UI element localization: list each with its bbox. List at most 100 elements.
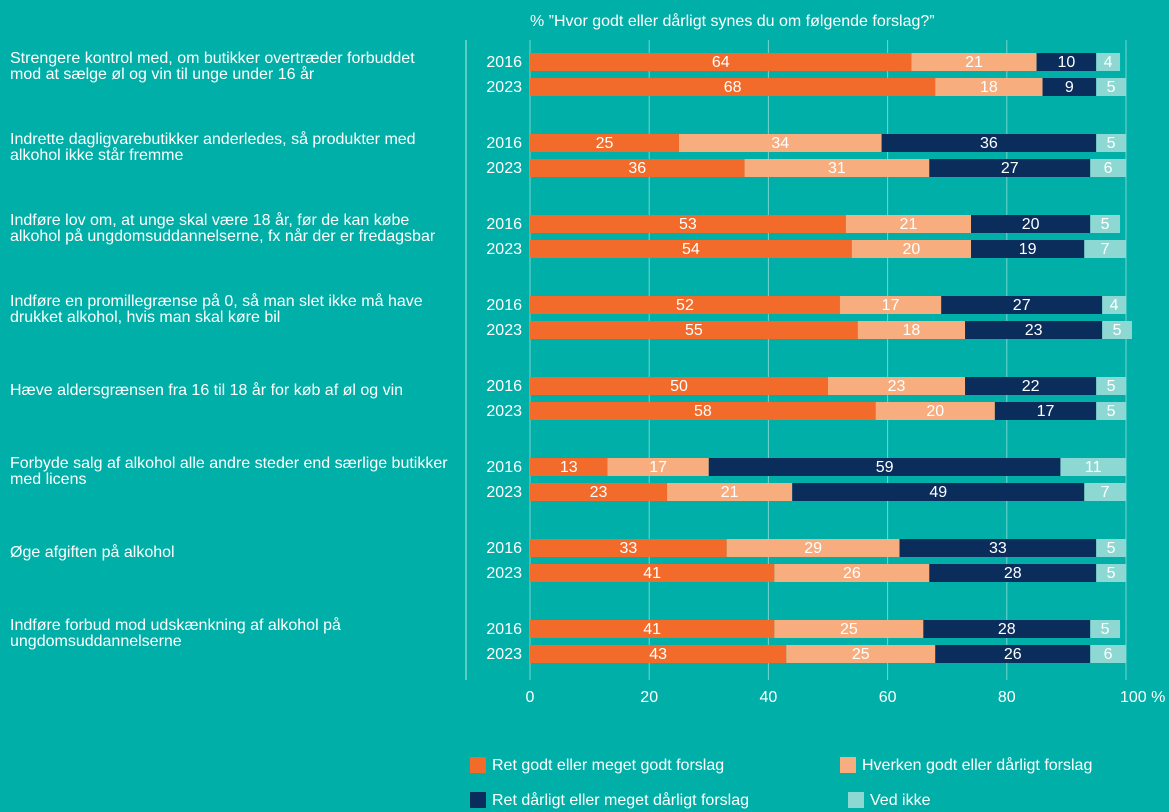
- bar-segment: [530, 321, 858, 339]
- legend-label: Ret dårligt eller meget dårligt forslag: [492, 791, 749, 809]
- x-tick-label: 20: [640, 689, 658, 706]
- value-label: 21: [900, 216, 918, 233]
- bar-segment: [1096, 539, 1126, 557]
- value-label: 5: [1107, 565, 1116, 582]
- value-label: 29: [804, 540, 822, 557]
- value-label: 25: [840, 621, 858, 638]
- value-label: 36: [628, 160, 646, 177]
- year-label: 2016: [486, 621, 522, 638]
- legend-label: Ret godt eller meget godt forslag: [492, 757, 724, 774]
- bar-segment: [708, 458, 1061, 476]
- year-label: 2023: [486, 646, 522, 663]
- bar-segment: [786, 645, 936, 663]
- x-tick-label: 60: [879, 689, 897, 706]
- value-label: 34: [771, 135, 789, 152]
- value-label: 13: [560, 459, 578, 476]
- bar-segment: [839, 296, 942, 314]
- value-label: 6: [1104, 646, 1113, 663]
- bar-segment: [1090, 645, 1126, 663]
- value-label: 7: [1101, 484, 1110, 501]
- value-label: 4: [1110, 297, 1119, 314]
- value-label: 18: [903, 322, 921, 339]
- year-label: 2016: [486, 540, 522, 557]
- year-label: 2016: [486, 216, 522, 233]
- value-label: 52: [676, 297, 694, 314]
- bar-segment: [1096, 78, 1126, 96]
- bar-segment: [530, 215, 846, 233]
- bar-segment: [971, 215, 1091, 233]
- bar-segment: [929, 564, 1097, 582]
- bar-segment: [899, 539, 1097, 557]
- value-label: 5: [1107, 79, 1116, 96]
- bar-segment: [530, 296, 840, 314]
- bar-segment: [1084, 483, 1126, 501]
- bar-segment: [530, 620, 775, 638]
- value-label: 5: [1107, 403, 1116, 420]
- bar-segment: [530, 53, 912, 71]
- bar-segment: [1096, 377, 1126, 395]
- year-label: 2023: [486, 241, 522, 258]
- bar-segment: [1096, 564, 1126, 582]
- value-label: 53: [679, 216, 697, 233]
- value-label: 28: [1004, 565, 1022, 582]
- x-tick-label: 0: [526, 689, 535, 706]
- bar-segment: [774, 620, 924, 638]
- value-label: 11: [1085, 459, 1102, 476]
- value-label: 68: [724, 79, 742, 96]
- bar-segment: [1102, 321, 1132, 339]
- legend-swatch: [840, 757, 856, 773]
- bar-segment: [1096, 53, 1121, 71]
- value-label: 18: [980, 79, 998, 96]
- value-label: 22: [1022, 378, 1040, 395]
- bar-segment: [1036, 53, 1097, 71]
- value-label: 26: [1004, 646, 1022, 663]
- value-label: 49: [929, 484, 947, 501]
- x-tick-label: 100 %: [1120, 689, 1165, 706]
- x-tick-label: 80: [998, 689, 1016, 706]
- category-label: Indføre forbud mod udskænkning af alkoho…: [10, 616, 341, 650]
- year-label: 2016: [486, 459, 522, 476]
- bar-segment: [607, 458, 709, 476]
- bar-segment: [1060, 458, 1126, 476]
- value-label: 5: [1113, 322, 1122, 339]
- legend-swatch: [848, 792, 864, 808]
- value-label: 23: [590, 484, 608, 501]
- value-label: 6: [1104, 160, 1113, 177]
- value-label: 10: [1058, 54, 1076, 71]
- bar-segment: [530, 134, 679, 152]
- bar-segment: [875, 402, 995, 420]
- value-label: 25: [596, 135, 614, 152]
- bar-segment: [911, 53, 1037, 71]
- legend-label: Hverken godt eller dårligt forslag: [862, 756, 1092, 774]
- bar-segment: [1042, 78, 1097, 96]
- bar-segment: [935, 78, 1043, 96]
- category-label: Forbyde salg af alkohol alle andre stede…: [10, 454, 448, 488]
- value-label: 21: [965, 54, 983, 71]
- bar-segment: [679, 134, 882, 152]
- bar-segment: [530, 564, 775, 582]
- value-label: 5: [1101, 216, 1110, 233]
- value-label: 19: [1019, 241, 1037, 258]
- bar-segment: [1090, 620, 1121, 638]
- category-label: Indrette dagligvarebutikker anderledes, …: [10, 130, 416, 164]
- bar-segment: [857, 321, 966, 339]
- year-label: 2023: [486, 565, 522, 582]
- legend-label: Ved ikke: [870, 792, 931, 809]
- category-label: Strengere kontrol med, om butikker overt…: [10, 49, 415, 83]
- bar-segment: [971, 240, 1085, 258]
- value-label: 23: [888, 378, 906, 395]
- bar-segment: [1084, 240, 1126, 258]
- value-label: 5: [1107, 540, 1116, 557]
- value-label: 33: [989, 540, 1007, 557]
- bar-segment: [923, 620, 1091, 638]
- bar-segment: [530, 377, 828, 395]
- value-label: 54: [682, 241, 700, 258]
- value-label: 5: [1101, 621, 1110, 638]
- bar-segment: [851, 240, 972, 258]
- value-label: 27: [1013, 297, 1031, 314]
- bar-segment: [530, 402, 876, 420]
- bar-segment: [935, 645, 1091, 663]
- bar-segment: [726, 539, 900, 557]
- bar-segment: [881, 134, 1097, 152]
- bar-segment: [1096, 402, 1126, 420]
